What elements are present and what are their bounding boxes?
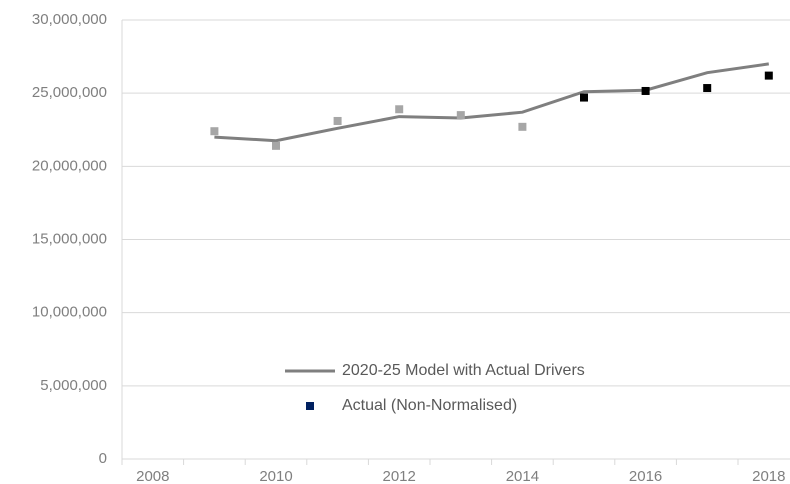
data-point (703, 84, 712, 93)
data-point (210, 127, 219, 136)
data-point (641, 86, 650, 95)
y-tick-label: 0 (99, 450, 107, 467)
x-tick-label: 2008 (136, 468, 169, 484)
data-point (272, 141, 280, 150)
legend-label: Actual (Non-Normalised) (342, 397, 517, 414)
x-tick-label: 2016 (629, 468, 662, 484)
y-tick-label: 15,000,000 (32, 230, 107, 247)
y-tick-label: 5,000,000 (40, 377, 107, 394)
data-point (333, 116, 342, 125)
data-point (456, 111, 465, 120)
x-tick-label: 2014 (506, 468, 539, 484)
legend-label: 2020-25 Model with Actual Drivers (342, 362, 585, 379)
data-point (395, 105, 404, 114)
y-tick-label: 30,000,000 (32, 11, 107, 28)
y-tick-label: 10,000,000 (32, 304, 107, 321)
x-tick-label: 2012 (383, 468, 416, 484)
x-tick-label: 2010 (259, 468, 292, 484)
series-line (214, 62, 770, 143)
y-tick-label: 20,000,000 (32, 157, 107, 174)
y-tick-label: 25,000,000 (32, 84, 107, 101)
data-point (764, 71, 773, 80)
legend-swatch (306, 402, 314, 410)
x-tick-label: 2018 (752, 468, 785, 484)
data-point (518, 122, 527, 131)
data-point (580, 93, 588, 102)
